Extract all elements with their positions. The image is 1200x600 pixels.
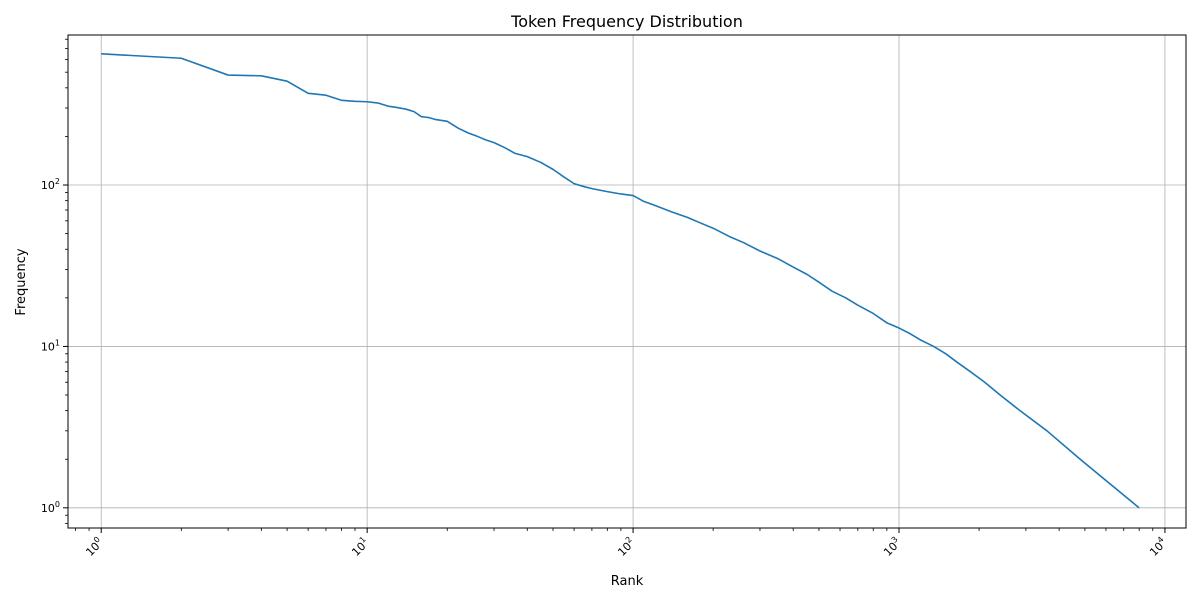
axis-ticks	[63, 38, 1166, 533]
y-tick-label: 100	[41, 500, 60, 515]
chart-title: Token Frequency Distribution	[510, 12, 743, 31]
y-tick-label: 101	[41, 338, 60, 353]
y-axis-label: Frequency	[14, 248, 29, 315]
series-line	[101, 53, 1140, 509]
x-axis-label: Rank	[611, 574, 644, 589]
plot-area-frame	[67, 34, 1187, 529]
y-tick-label: 102	[41, 177, 60, 192]
series-layer	[101, 53, 1140, 509]
grid	[68, 35, 1186, 528]
